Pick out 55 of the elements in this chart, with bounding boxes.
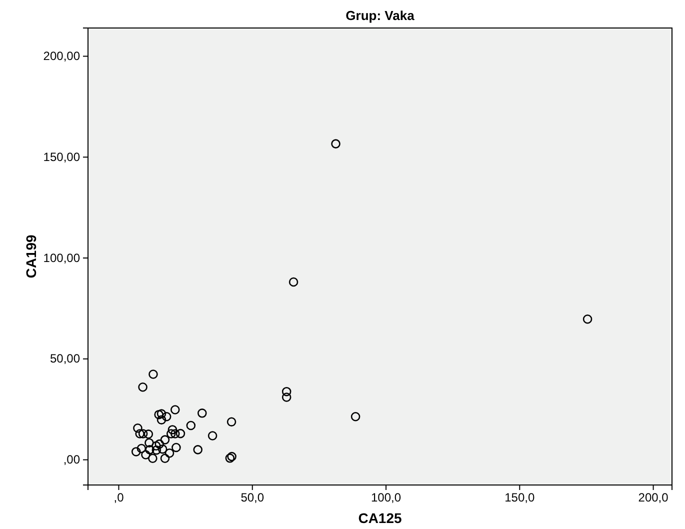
point	[166, 429, 176, 438]
x-tick-label: ,0	[114, 490, 124, 505]
point	[156, 409, 166, 418]
point	[141, 450, 150, 460]
point	[158, 444, 168, 454]
point	[164, 448, 174, 458]
point	[160, 454, 170, 463]
point	[176, 428, 186, 438]
point	[227, 452, 236, 462]
x-tick-label: 100,0	[371, 490, 402, 505]
y-tick-label: 100,00	[43, 250, 80, 265]
point	[193, 445, 202, 454]
point	[154, 439, 164, 449]
point	[156, 415, 166, 424]
point	[138, 382, 148, 392]
chart-title: Grup: Vaka	[346, 8, 416, 23]
point	[170, 405, 180, 414]
y-tick-label: 200,00	[43, 49, 80, 64]
point	[282, 386, 292, 396]
point	[225, 454, 235, 463]
y-tick-label: 150,00	[43, 150, 80, 164]
point	[288, 277, 298, 287]
y-tick-label: ,00	[63, 452, 80, 467]
x-tick-label: 50,0	[240, 490, 264, 505]
point	[131, 447, 141, 456]
point	[226, 417, 236, 426]
point	[197, 408, 207, 418]
point	[148, 454, 158, 463]
point	[144, 430, 154, 439]
point	[136, 444, 146, 454]
point	[186, 420, 196, 430]
point	[144, 438, 154, 448]
point	[135, 429, 144, 438]
y-axis-title: CA199	[23, 234, 39, 278]
point	[282, 392, 292, 402]
point	[162, 412, 172, 422]
point	[145, 445, 154, 454]
point	[148, 370, 158, 379]
point	[582, 314, 592, 324]
point	[152, 441, 161, 450]
point	[154, 410, 164, 420]
point	[170, 429, 180, 438]
x-tick-label: 200,0	[638, 490, 669, 505]
point	[133, 423, 142, 433]
point	[208, 431, 218, 440]
point	[350, 412, 360, 422]
point	[168, 425, 178, 434]
y-tick-label: 50,00	[50, 352, 80, 366]
x-tick-label: 150,0	[504, 490, 535, 505]
point	[138, 429, 148, 438]
x-axis-title: CA125	[358, 510, 402, 526]
point	[152, 445, 162, 455]
point	[331, 139, 340, 148]
point	[172, 442, 181, 452]
point	[160, 435, 170, 444]
